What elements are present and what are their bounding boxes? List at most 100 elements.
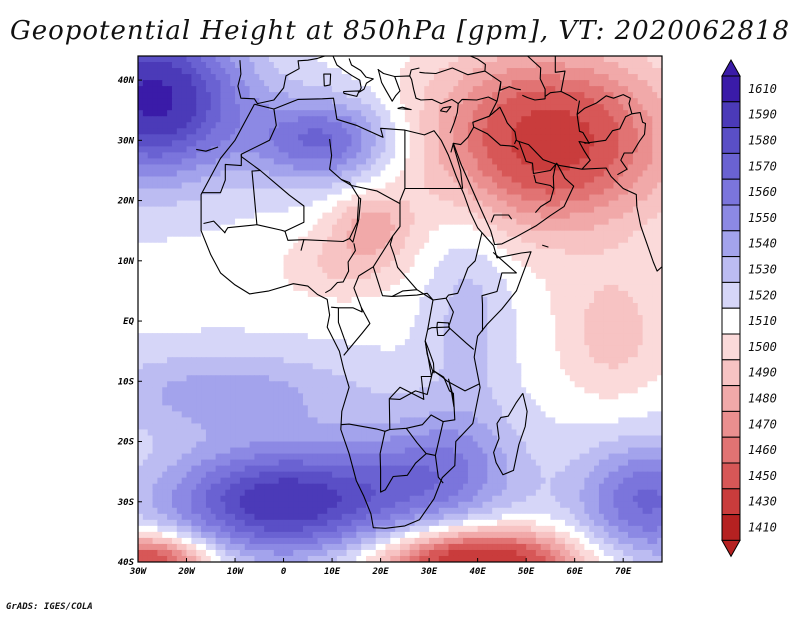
field-cell [278,278,285,286]
field-cell [225,236,231,244]
field-cell [235,242,241,250]
field-cell [302,290,309,298]
field-cell [259,200,265,208]
field-cell [564,188,571,196]
field-cell [618,104,624,111]
field-cell [531,212,537,220]
field-cell [235,248,241,256]
field-cell [201,309,207,316]
field-cell [453,188,459,196]
field-cell [404,98,411,105]
field-cell [210,230,217,238]
field-cell [550,230,556,238]
field-cell [463,284,469,292]
field-cell [501,212,508,220]
field-cell [380,296,387,304]
field-cell [395,176,401,184]
field-cell [147,224,154,232]
field-cell [628,212,634,220]
field-cell [322,56,328,63]
field-cell [579,104,585,111]
field-cell [152,230,159,238]
field-cell [501,62,508,69]
field-cell [657,206,662,214]
field-cell [259,134,265,141]
field-cell [298,206,304,214]
field-cell [642,128,649,135]
field-cell [409,74,416,81]
field-cell [302,272,309,280]
field-cell [351,296,357,304]
field-cell [545,266,552,274]
field-cell [162,315,168,322]
field-cell [390,212,396,220]
field-cell [438,278,445,286]
field-cell [220,254,226,262]
field-cell [574,104,581,111]
field-cell [598,116,605,123]
field-cell [317,176,323,184]
field-cell [608,278,615,286]
field-cell [453,272,459,280]
field-cell [356,134,362,141]
field-cell [497,62,503,69]
field-cell [244,86,251,93]
field-cell [535,224,542,232]
field-cell [531,98,537,105]
field-cell [210,218,217,226]
field-cell [390,62,396,69]
field-cell [453,68,459,75]
field-cell [312,200,319,208]
field-cell [322,146,328,153]
field-cell [157,327,163,334]
field-cell [186,104,192,111]
field-cell [332,200,338,208]
field-cell [429,218,435,226]
field-cell [269,140,275,147]
field-cell [215,116,222,123]
field-cell [312,74,319,81]
field-cell [210,302,217,310]
field-cell [278,224,285,232]
field-cell [167,134,173,141]
field-cell [346,98,353,105]
field-cell [623,194,629,202]
field-cell [438,164,445,172]
field-cell [322,296,328,304]
field-cell [225,266,231,274]
field-cell [395,218,401,226]
field-cell [152,128,159,135]
field-cell [608,200,615,208]
field-cell [463,98,469,105]
field-cell [637,128,644,135]
field-cell [409,140,416,147]
field-cell [312,62,319,69]
field-cell [138,290,144,298]
field-cell [613,315,619,322]
field-cell [637,176,644,184]
field-cell [589,158,595,166]
field-cell [448,272,454,280]
field-cell [589,200,595,208]
field-cell [254,134,260,141]
field-cell [632,56,639,63]
field-cell [404,248,411,256]
field-cell [142,104,149,111]
field-cell [535,302,542,310]
field-cell [269,128,275,135]
field-cell [613,218,619,226]
field-cell [327,116,333,123]
field-cell [608,290,615,298]
field-cell [142,284,149,292]
field-cell [467,68,474,75]
field-cell [235,182,241,190]
field-cell [608,176,615,184]
field-cell [477,272,484,280]
field-cell [254,104,260,111]
field-cell [632,140,639,147]
field-cell [147,302,154,310]
field-cell [535,182,542,190]
field-cell [521,242,527,250]
field-cell [594,284,600,292]
field-cell [351,152,357,159]
